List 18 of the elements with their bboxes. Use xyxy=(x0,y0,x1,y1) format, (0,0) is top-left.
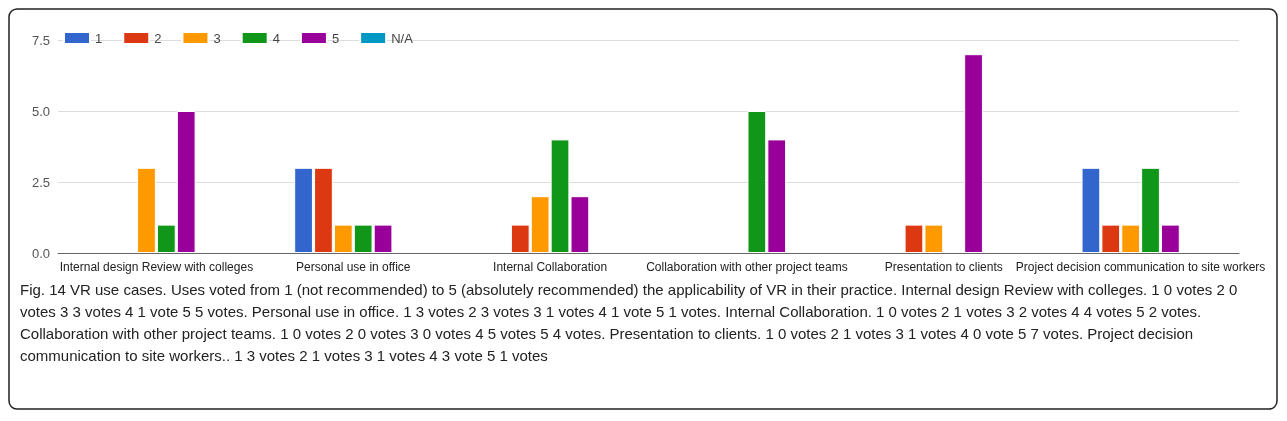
legend-label: N/A xyxy=(391,30,414,46)
bar xyxy=(964,54,983,253)
x-tick-label: Presentation to clients xyxy=(884,260,1003,274)
y-tick-label: 5.0 xyxy=(31,103,50,119)
y-tick-label: 0.0 xyxy=(31,245,50,261)
x-tick-label: Internal design Review with colleges xyxy=(59,260,254,274)
y-tick-label: 2.5 xyxy=(31,174,50,190)
legend-label: 5 xyxy=(331,30,340,46)
x-tick-label: Personal use in office xyxy=(295,260,411,274)
caption: Fig. 14 VR use cases. Uses voted from 1 (not recommended) to 5 (absolutely recommended) the applicability of VR in their practice. Internal design Review with colleges. 1 0 votes 2 0 votes 3 3 votes 4 1 vote 5 5 votes. Personal use in office. 1 3 votes 2 3 votes 3 1 votes 4 1 vote 5 1 votes. Internal Collaboration. 1 0 votes 2 1 votes 3 2 votes 4 4 votes 5 2 votes. Collaboration with other project teams. 1 0 votes 2 0 votes 3 0 votes 4 5 votes 5 4 votes. Presentation to clients. 1 0 votes 2 1 votes 3 1 votes 4 0 vote 5 7 votes. Project decision communication to site workers.. 1 3 votes 2 1 votes 3 1 votes 4 3 vote 5 1 votes xyxy=(20,280,1242,364)
legend-label: 3 xyxy=(213,30,221,46)
legend-label: 4 xyxy=(272,30,280,46)
legend-label: 1 xyxy=(95,30,103,46)
x-tick-label: Project decision communication to site workers xyxy=(1015,260,1266,274)
x-tick-label: Collaboration with other project teams xyxy=(646,260,848,274)
legend-label: 2 xyxy=(154,30,162,46)
x-tick-label: Internal Collaboration xyxy=(493,260,608,274)
y-tick-label: 7.5 xyxy=(31,32,50,48)
